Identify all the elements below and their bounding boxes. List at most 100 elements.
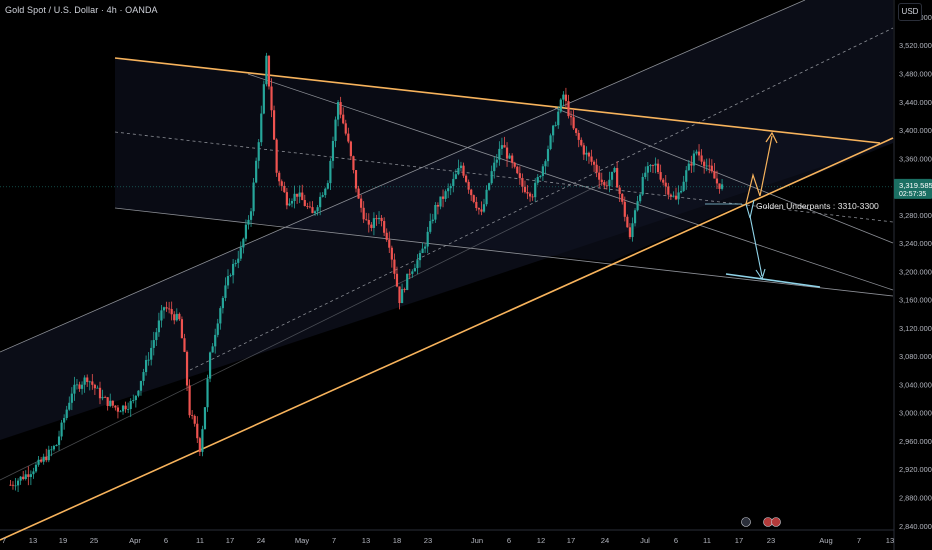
- candle-body: [198, 438, 201, 452]
- candle-body: [280, 181, 283, 186]
- price-tick-label: 3,400.000: [899, 126, 932, 135]
- candle-body: [582, 145, 585, 155]
- candle-body: [185, 351, 189, 386]
- mid-dashed-line[interactable]: [114, 131, 894, 223]
- time-tick-label: Aug: [819, 536, 833, 545]
- candle-body: [324, 188, 327, 196]
- candle-body: [447, 188, 450, 192]
- price-tick-label: 3,280.000: [899, 211, 932, 220]
- candle-body: [662, 179, 665, 183]
- economic-event-icon[interactable]: [763, 517, 773, 527]
- descending-resistance-trendline[interactable]: [114, 57, 881, 144]
- candle-body: [715, 178, 719, 184]
- time-tick-label: 24: [601, 536, 609, 545]
- candle-body: [418, 253, 422, 261]
- lower-sloping-line[interactable]: [114, 207, 894, 297]
- currency-button[interactable]: USD: [898, 3, 922, 21]
- candle-body: [539, 175, 542, 178]
- trend-drawings[interactable]: [0, 0, 894, 541]
- candle-body: [52, 446, 56, 450]
- time-tick-label: 13: [886, 536, 894, 545]
- price-tag[interactable]: [894, 178, 932, 199]
- candle-body: [303, 200, 306, 207]
- downside-arrow: [749, 215, 763, 277]
- candle-body: [600, 179, 603, 183]
- price-tick-label: 3,480.000: [899, 69, 932, 78]
- candle-body: [119, 411, 122, 413]
- candle-body: [459, 165, 463, 168]
- candle-body: [618, 187, 621, 194]
- candle-body: [531, 196, 534, 198]
- candle-body: [278, 172, 281, 182]
- channel-upper-line[interactable]: [0, 0, 806, 353]
- candle-body: [352, 156, 355, 171]
- economic-event-icon[interactable]: [741, 517, 751, 527]
- candle-body: [605, 185, 608, 187]
- time-tick-label: 13: [362, 536, 370, 545]
- candle-body: [247, 219, 250, 225]
- channel-mid-dashed-line[interactable]: [189, 27, 894, 371]
- candle-body: [288, 203, 291, 206]
- annotations-overlay: Golden Underpants : 3310-3300: [0, 131, 893, 527]
- candle-body: [467, 181, 470, 190]
- candle-body: [439, 196, 442, 207]
- symbol-title[interactable]: Gold Spot / U.S. Dollar · 4h · OANDA: [5, 5, 158, 15]
- candle-body: [55, 444, 58, 447]
- candle-body: [316, 207, 319, 212]
- time-axis[interactable]: 7 13 19 25 Apr 6 11 17 24 May 7 13 18 23 Jun 6 12 17 24 Jul…: [2, 536, 894, 545]
- candle-body: [616, 167, 619, 188]
- candle-body: [705, 165, 708, 167]
- candle-body: [129, 401, 132, 410]
- candle-body: [239, 247, 242, 259]
- candle-body: [91, 381, 94, 385]
- time-tick-label: 6: [674, 536, 678, 545]
- candle-body: [613, 167, 616, 172]
- candle-body: [380, 217, 383, 222]
- candle-body: [206, 378, 209, 408]
- descending-line-april[interactable]: [247, 73, 894, 291]
- descending-line-june[interactable]: [554, 107, 894, 244]
- candle-body: [160, 310, 163, 321]
- candle-body: [708, 165, 711, 167]
- candle-body: [498, 148, 501, 160]
- candle-body: [114, 405, 117, 408]
- price-axis[interactable]: 3,560.0003,520.0003,480.0003,440.0003,40…: [894, 13, 932, 531]
- time-tick-label: Jun: [471, 536, 483, 545]
- candle-body: [421, 248, 424, 254]
- candle-body: [720, 184, 724, 189]
- candle-body: [65, 409, 68, 419]
- candle-body: [569, 116, 573, 118]
- candle-body: [480, 209, 483, 212]
- candle-body: [400, 289, 404, 304]
- candle-body: [703, 161, 706, 167]
- candle-body: [580, 139, 583, 146]
- candle-body: [462, 165, 465, 176]
- rising-support-trendline[interactable]: [0, 137, 894, 541]
- price-tick-label: 3,360.000: [899, 154, 932, 163]
- candle-body: [546, 149, 550, 162]
- candle-body: [631, 223, 634, 238]
- time-tick-label: 11: [703, 536, 711, 545]
- candle-body: [408, 273, 411, 275]
- candle-body: [493, 162, 496, 172]
- price-tick-label: 3,440.000: [899, 98, 932, 107]
- candle-body: [541, 166, 544, 176]
- economic-event-icon[interactable]: [771, 517, 781, 527]
- candle-body: [654, 163, 657, 166]
- candle-body: [608, 179, 611, 187]
- candle-body: [544, 161, 547, 167]
- candle-body: [106, 397, 109, 406]
- candle-body: [377, 217, 381, 220]
- channel-inner-line[interactable]: [0, 181, 606, 481]
- candle-body: [47, 449, 50, 461]
- time-tick-label: 6: [164, 536, 168, 545]
- candle-body: [180, 319, 184, 339]
- price-tick-label: 3,040.000: [899, 380, 932, 389]
- candle-body: [436, 204, 440, 207]
- candle-body: [155, 332, 158, 341]
- candle-body: [237, 258, 240, 263]
- channel-shading: [0, 0, 893, 440]
- candle-body: [636, 201, 639, 211]
- candle-body: [301, 192, 304, 201]
